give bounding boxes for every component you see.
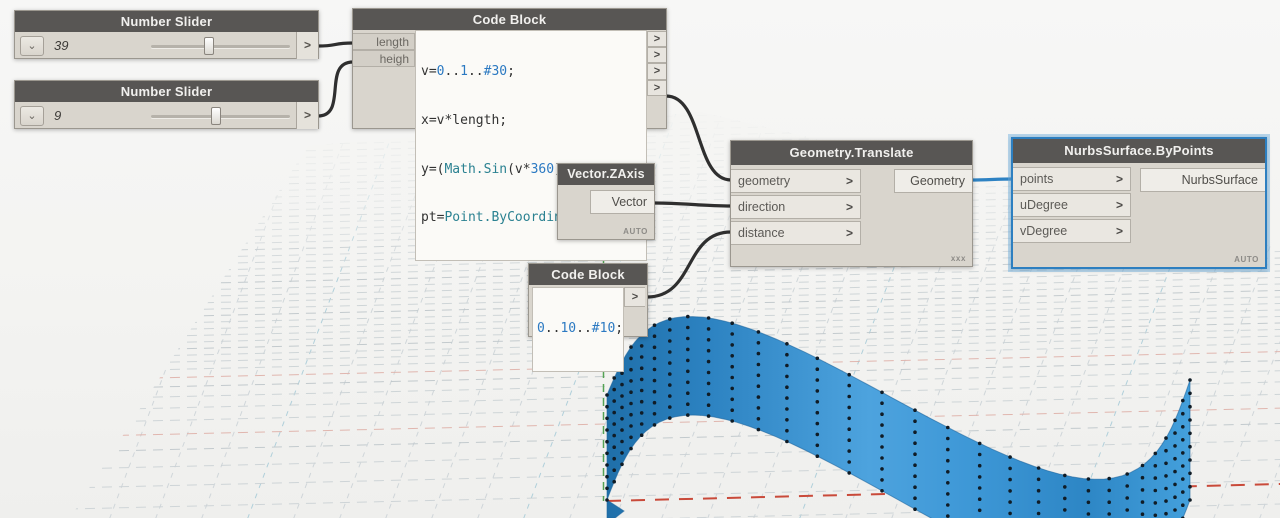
input-port-label: geometry: [738, 174, 791, 188]
slider-handle[interactable]: [211, 107, 221, 125]
node-title[interactable]: NurbsSurface.ByPoints: [1013, 139, 1265, 163]
chevron-down-icon[interactable]: ⌄: [20, 105, 44, 126]
code-line: x=v*length;: [421, 113, 508, 129]
node-geometry-translate[interactable]: Geometry.Translate geometry > direction …: [730, 140, 973, 267]
wire-geometry-to-points[interactable]: [969, 177, 1015, 182]
output-port-label: Geometry: [910, 174, 965, 188]
output-port[interactable]: >: [296, 102, 318, 129]
node-number-slider-1[interactable]: Number Slider ⌄ 39 >: [14, 10, 319, 59]
input-port-label: direction: [738, 200, 786, 214]
node-title[interactable]: Code Block: [353, 9, 666, 30]
node-title[interactable]: Number Slider: [15, 81, 318, 102]
output-port-label: NurbsSurface: [1181, 173, 1258, 187]
wire-codeblock2-to-distance[interactable]: [645, 230, 733, 299]
input-port-geometry[interactable]: geometry >: [731, 169, 861, 193]
port-arrow-icon: >: [1115, 172, 1123, 186]
input-port-distance[interactable]: distance >: [731, 221, 861, 245]
output-port[interactable]: >: [296, 32, 318, 59]
input-port-label: points: [1020, 172, 1054, 186]
output-port[interactable]: >: [624, 287, 645, 308]
node-title[interactable]: Vector.ZAxis: [558, 164, 654, 185]
input-port-label: vDegree: [1020, 224, 1068, 238]
port-arrow-icon: >: [845, 226, 853, 240]
output-port-vector[interactable]: Vector: [590, 190, 654, 214]
input-port-direction[interactable]: direction >: [731, 195, 861, 219]
output-port-nurbssurface[interactable]: NurbsSurface: [1140, 168, 1265, 192]
lacing-indicator[interactable]: xxx: [950, 254, 966, 263]
wire-slider2-to-heigh[interactable]: [316, 60, 355, 118]
port-arrow-icon: >: [1115, 198, 1123, 212]
slider-value[interactable]: 39: [54, 38, 69, 53]
port-arrow-icon: >: [845, 200, 853, 214]
port-arrow-icon: >: [1115, 224, 1123, 238]
output-port[interactable]: >: [647, 63, 666, 80]
output-port[interactable]: >: [647, 31, 666, 48]
nurbs-surface-preview: [606, 316, 1191, 518]
chevron-down-icon[interactable]: ⌄: [20, 35, 44, 56]
node-number-slider-2[interactable]: Number Slider ⌄ 9 >: [14, 80, 319, 129]
wire-codeblock-to-geometry[interactable]: [664, 94, 733, 182]
slider-track[interactable]: [151, 37, 290, 55]
node-code-block-2[interactable]: Code Block 0..10..#10; >: [528, 263, 648, 373]
node-vector-zaxis[interactable]: Vector.ZAxis Vector AUTO: [557, 163, 655, 240]
node-code-block-1[interactable]: Code Block length heigh v=0..1..#30; x=v…: [352, 8, 667, 261]
wire-slider1-to-length[interactable]: [316, 41, 355, 48]
slider-body: ⌄ 39 >: [15, 32, 318, 59]
slider-body: ⌄ 9 >: [15, 102, 318, 129]
node-title[interactable]: Code Block: [529, 264, 647, 285]
input-port-heigh[interactable]: heigh: [353, 50, 415, 67]
node-title[interactable]: Number Slider: [15, 11, 318, 32]
slider-value[interactable]: 9: [54, 108, 62, 123]
output-port[interactable]: >: [647, 47, 666, 64]
output-port-label: Vector: [611, 195, 647, 209]
output-port[interactable]: >: [647, 79, 666, 96]
slider-track[interactable]: [151, 107, 290, 125]
output-port-geometry[interactable]: Geometry: [894, 169, 972, 193]
input-port-points[interactable]: points >: [1013, 167, 1131, 191]
input-port-length[interactable]: length: [353, 33, 415, 50]
input-port-label: uDegree: [1020, 198, 1068, 212]
input-port-udegree[interactable]: uDegree >: [1013, 193, 1131, 217]
lacing-indicator[interactable]: AUTO: [1234, 255, 1259, 264]
lacing-indicator[interactable]: AUTO: [623, 227, 648, 236]
port-arrow-icon: >: [845, 174, 853, 188]
wire-vector-to-direction[interactable]: [652, 201, 733, 208]
surface-control-points: [605, 314, 1192, 518]
input-port-label: distance: [738, 226, 785, 240]
input-port-vdegree[interactable]: vDegree >: [1013, 219, 1131, 243]
code-line: 0..10..#10;: [537, 321, 624, 337]
code-line: v=0..1..#30;: [421, 64, 515, 80]
slider-handle[interactable]: [204, 37, 214, 55]
node-title[interactable]: Geometry.Translate: [731, 141, 972, 165]
node-nurbssurface-bypoints[interactable]: NurbsSurface.ByPoints points > uDegree >…: [1011, 137, 1267, 269]
code-editor[interactable]: 0..10..#10;: [532, 287, 624, 373]
